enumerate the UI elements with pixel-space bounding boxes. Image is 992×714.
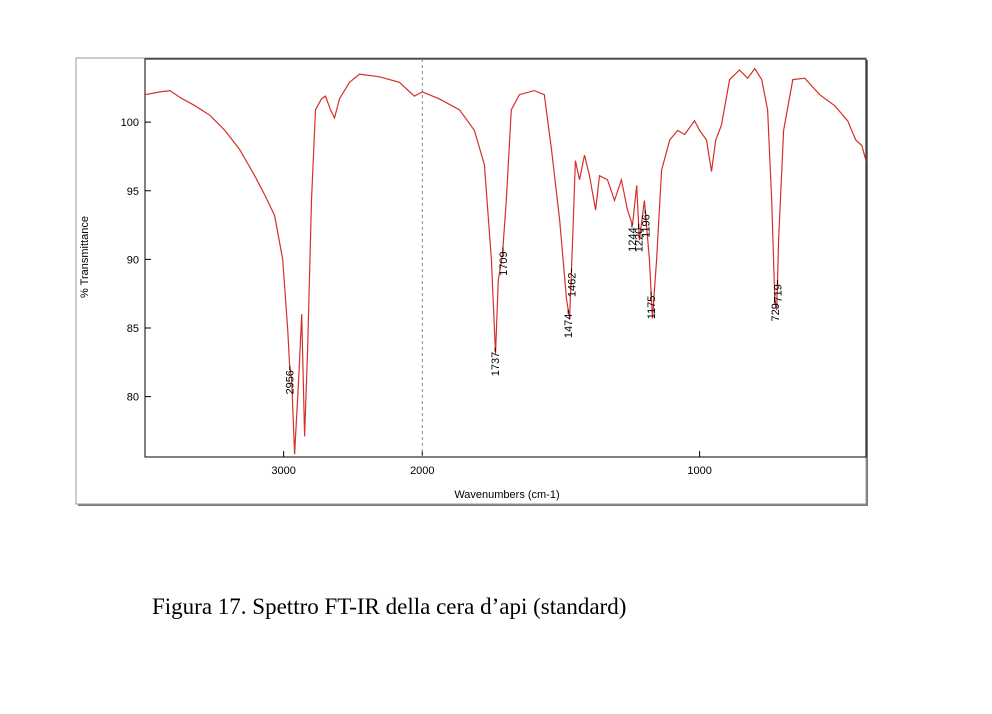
x-tick-label: 2000 [410,465,434,477]
peak-label: 1220 [634,228,646,252]
plot-area [144,58,867,458]
y-tick-label: 85 [127,323,139,335]
x-tick-label: 3000 [271,465,295,477]
peak-label: 1244 [627,227,639,251]
peak-label: 719 [773,284,785,302]
y-axis-label: % Transmittance [79,216,91,298]
y-tick-label: 100 [121,117,139,129]
peak-label: 1462 [566,273,578,297]
peak-label: 1709 [498,251,510,275]
spectrum-line [144,67,867,455]
x-axis-label: Wavenumbers (cm-1) [454,489,559,501]
y-tick-label: 95 [127,186,139,198]
peak-label: 2956 [285,370,297,394]
x-tick-label: 1000 [687,465,711,477]
y-tick-label: 80 [127,392,139,404]
peak-label: 1175 [646,296,658,320]
caption: Figura 17. Spettro FT-IR della cera d’ap… [152,594,626,619]
y-tick-label: 90 [127,254,139,266]
peak-label: 1737 [490,352,502,376]
peak-label: 1196 [640,214,652,238]
peak-label: 1474 [563,314,575,338]
peak-label: 729 [770,303,782,321]
